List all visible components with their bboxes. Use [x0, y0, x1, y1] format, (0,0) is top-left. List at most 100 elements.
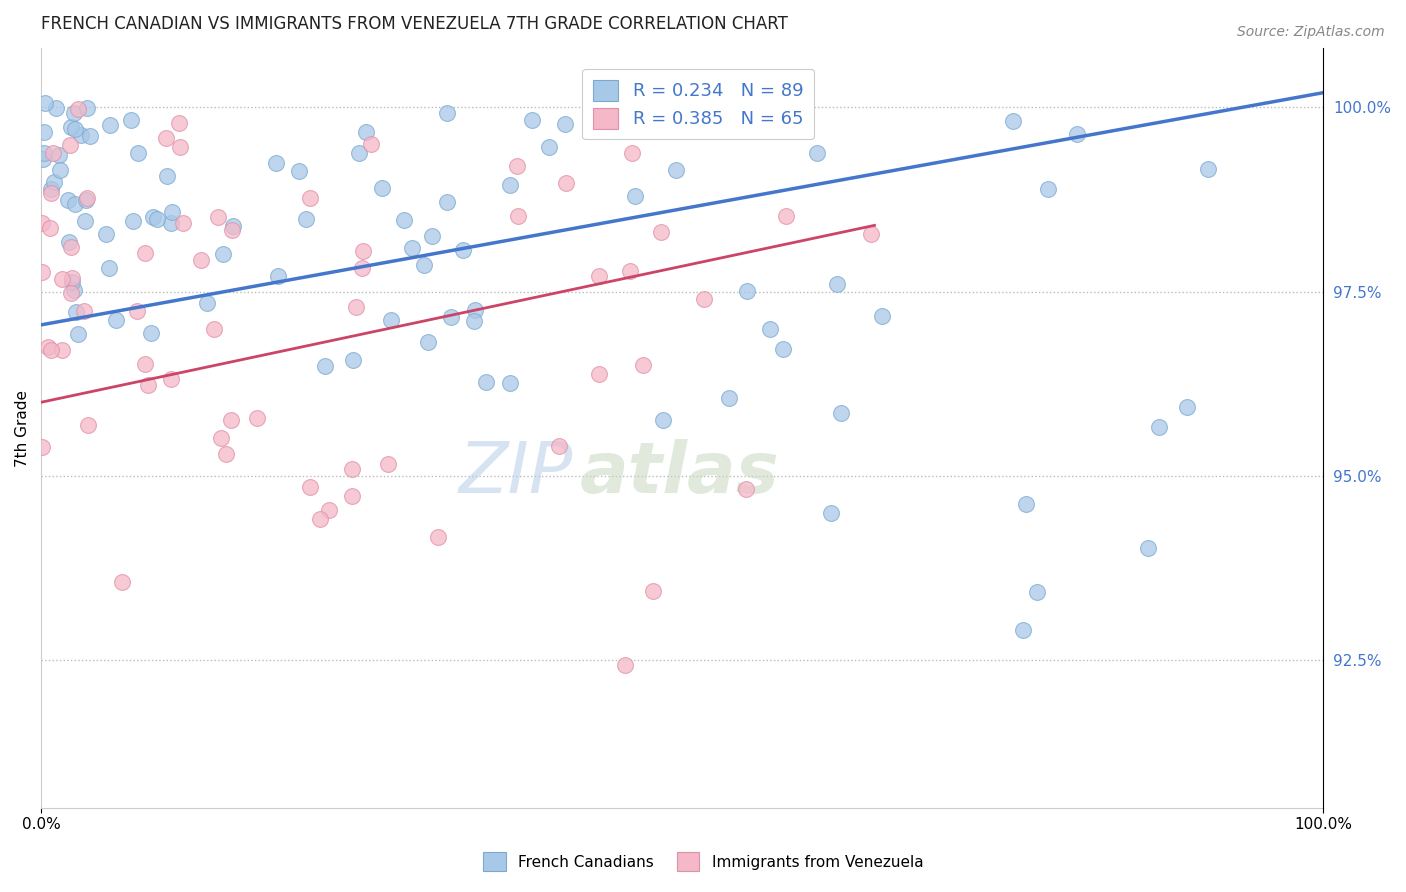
- Point: [34, 95, 56, 110]
- Point: [623, 188, 645, 202]
- Point: [98, 118, 121, 132]
- Point: [830, 406, 852, 420]
- Point: [617, 109, 640, 123]
- Point: [45, 101, 67, 115]
- Point: [134, 357, 156, 371]
- Point: [31, 216, 53, 230]
- Point: [377, 457, 399, 471]
- Point: [360, 136, 382, 151]
- Point: [498, 376, 520, 391]
- Point: [451, 244, 474, 258]
- Point: [62, 283, 84, 297]
- Point: [207, 210, 229, 224]
- Text: FRENCH CANADIAN VS IMMIGRANTS FROM VENEZUELA 7TH GRADE CORRELATION CHART: FRENCH CANADIAN VS IMMIGRANTS FROM VENEZ…: [41, 15, 787, 33]
- Point: [160, 204, 183, 219]
- Point: [1066, 127, 1088, 141]
- Point: [42, 146, 65, 161]
- Point: [506, 159, 529, 173]
- Point: [295, 211, 318, 226]
- Point: [51, 272, 73, 286]
- Point: [60, 240, 83, 254]
- Point: [190, 253, 212, 268]
- Point: [120, 113, 142, 128]
- Point: [58, 193, 80, 207]
- Point: [38, 220, 60, 235]
- Point: [416, 335, 439, 350]
- Point: [1147, 420, 1170, 434]
- Point: [169, 139, 191, 153]
- Point: [79, 129, 101, 144]
- Point: [134, 246, 156, 260]
- Text: atlas: atlas: [579, 439, 779, 508]
- Point: [139, 326, 162, 341]
- Point: [209, 431, 232, 445]
- Point: [413, 258, 436, 272]
- Text: Source: ZipAtlas.com: Source: ZipAtlas.com: [1237, 25, 1385, 39]
- Point: [155, 131, 177, 145]
- Point: [298, 480, 321, 494]
- Point: [160, 372, 183, 386]
- Point: [39, 182, 62, 196]
- Point: [1038, 182, 1060, 196]
- Point: [222, 219, 245, 233]
- Point: [97, 261, 120, 276]
- Point: [825, 277, 848, 291]
- Point: [96, 227, 118, 241]
- Point: [32, 125, 55, 139]
- Point: [440, 310, 463, 324]
- Point: [588, 367, 610, 381]
- Point: [76, 101, 98, 115]
- Point: [735, 483, 758, 497]
- Point: [125, 303, 148, 318]
- Legend: R = 0.234   N = 89, R = 0.385   N = 65: R = 0.234 N = 89, R = 0.385 N = 65: [582, 69, 814, 139]
- Point: [59, 120, 82, 134]
- Point: [32, 145, 55, 160]
- Point: [169, 116, 191, 130]
- Point: [426, 530, 449, 544]
- Point: [156, 169, 179, 183]
- Point: [340, 462, 363, 476]
- Point: [547, 439, 569, 453]
- Point: [350, 261, 373, 276]
- Point: [499, 178, 522, 192]
- Point: [464, 302, 486, 317]
- Point: [39, 186, 62, 201]
- Point: [51, 343, 73, 357]
- Point: [70, 128, 93, 142]
- Point: [380, 313, 402, 327]
- Point: [267, 269, 290, 284]
- Point: [344, 300, 367, 314]
- Point: [436, 106, 458, 120]
- Point: [60, 285, 83, 300]
- Point: [77, 418, 100, 433]
- Point: [66, 327, 89, 342]
- Point: [693, 293, 716, 307]
- Point: [342, 353, 364, 368]
- Point: [619, 264, 641, 278]
- Point: [537, 140, 560, 154]
- Point: [221, 223, 243, 237]
- Point: [31, 440, 53, 454]
- Point: [127, 145, 149, 160]
- Point: [1001, 113, 1024, 128]
- Point: [142, 210, 165, 224]
- Point: [309, 512, 332, 526]
- Point: [870, 309, 893, 323]
- Point: [1137, 541, 1160, 555]
- Legend: French Canadians, Immigrants from Venezuela: French Canadians, Immigrants from Venezu…: [477, 847, 929, 877]
- Point: [121, 213, 143, 227]
- Point: [110, 575, 132, 590]
- Point: [63, 105, 86, 120]
- Point: [48, 148, 70, 162]
- Point: [759, 322, 782, 336]
- Point: [650, 225, 672, 239]
- Point: [59, 138, 82, 153]
- Point: [1175, 401, 1198, 415]
- Point: [392, 213, 415, 227]
- Point: [159, 216, 181, 230]
- Point: [105, 313, 128, 327]
- Point: [463, 314, 485, 328]
- Point: [354, 125, 377, 139]
- Point: [66, 102, 89, 116]
- Point: [63, 122, 86, 136]
